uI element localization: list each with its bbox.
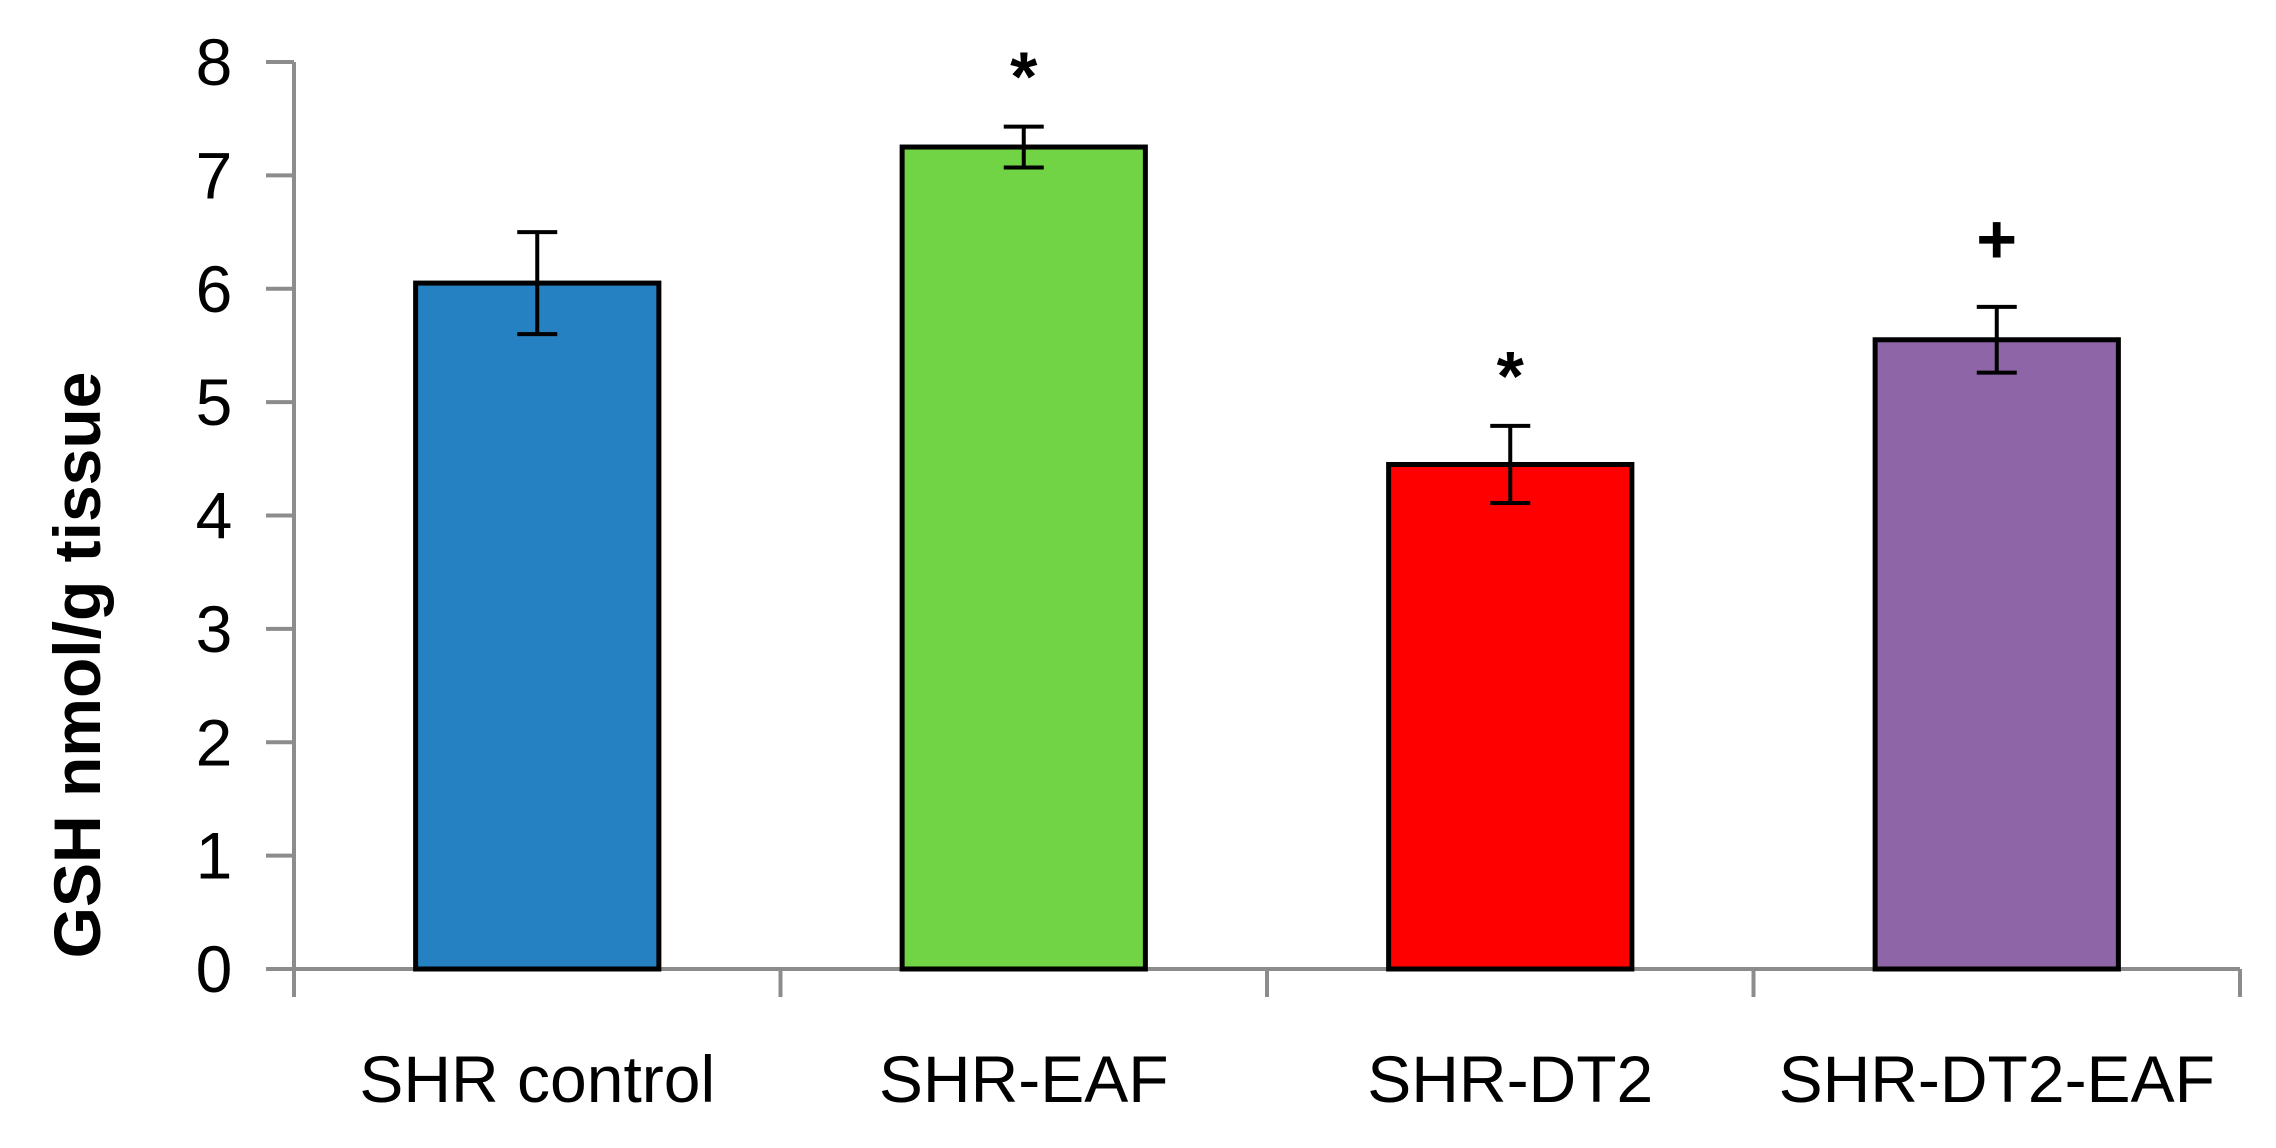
annotation-3: * [1497, 337, 1525, 415]
bar-3 [1386, 461, 1635, 972]
annotation-4: + [1976, 200, 2017, 278]
y-tick-label-5: 5 [196, 365, 233, 439]
y-axis-title: GSH nmol/g tissue [40, 372, 114, 959]
y-tick-label-3: 3 [196, 592, 233, 666]
bar-1 [413, 280, 662, 972]
y-tick-label-2: 2 [196, 705, 233, 779]
x-label-3: SHR-DT2 [1367, 1042, 1653, 1116]
x-label-4: SHR-DT2-EAF [1779, 1042, 2215, 1116]
y-tick-label-8: 8 [196, 25, 233, 99]
plot-area: 0 1 2 3 4 5 6 7 8 SHR control * SHR-EAF * SHR-DT2 + SHR… [196, 25, 2242, 1116]
x-label-2: SHR-EAF [879, 1042, 1169, 1116]
annotation-2: * [1010, 38, 1038, 116]
y-axis-title-group: GSH nmol/g tissue [40, 372, 114, 959]
y-tick-label-4: 4 [196, 479, 233, 553]
bar-4 [1872, 337, 2121, 972]
x-label-1: SHR control [359, 1042, 715, 1116]
y-tick-label-1: 1 [196, 819, 233, 893]
y-tick-label-6: 6 [196, 252, 233, 326]
bar-2 [899, 144, 1148, 972]
y-tick-label-7: 7 [196, 138, 233, 212]
y-tick-label-0: 0 [196, 932, 233, 1006]
